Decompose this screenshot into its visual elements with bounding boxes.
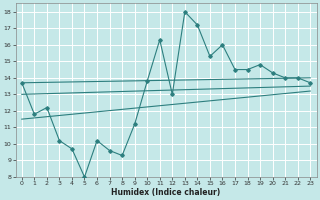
X-axis label: Humidex (Indice chaleur): Humidex (Indice chaleur) [111, 188, 221, 197]
